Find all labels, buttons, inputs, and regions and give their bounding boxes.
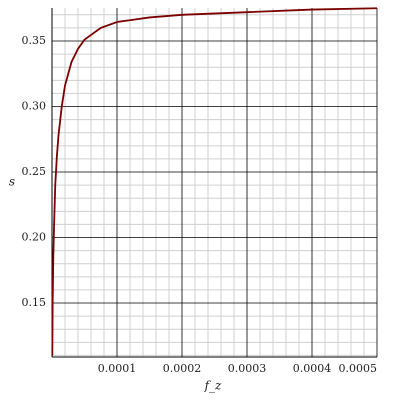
y-tick-label: 0.30 bbox=[22, 100, 47, 113]
x-tick-label: 0.0001 bbox=[98, 362, 137, 375]
x-axis-label: f_z bbox=[204, 379, 222, 393]
x-tick-label: 0.0004 bbox=[293, 362, 332, 375]
y-tick-label: 0.15 bbox=[22, 296, 47, 309]
y-tick-label: 0.20 bbox=[22, 231, 47, 244]
line-series bbox=[51, 7, 378, 356]
y-axis-label: s bbox=[9, 175, 15, 189]
y-tick-label: 0.35 bbox=[22, 34, 47, 47]
y-tick-label: 0.25 bbox=[22, 165, 47, 178]
x-tick-label: 0.0002 bbox=[163, 362, 202, 375]
x-tick-label: 0.0005 bbox=[339, 362, 378, 375]
x-tick-label: 0.0003 bbox=[228, 362, 267, 375]
